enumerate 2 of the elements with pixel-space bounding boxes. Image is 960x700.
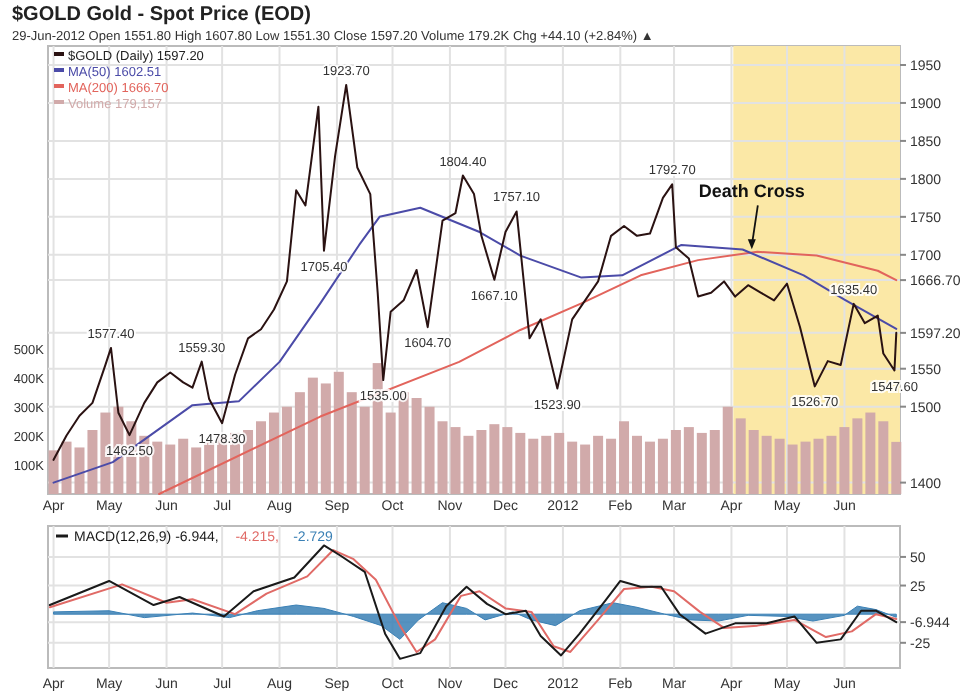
chart-title: $GOLD Gold - Spot Price (EOD) — [12, 4, 311, 26]
annotation: Death Cross — [698, 181, 805, 202]
